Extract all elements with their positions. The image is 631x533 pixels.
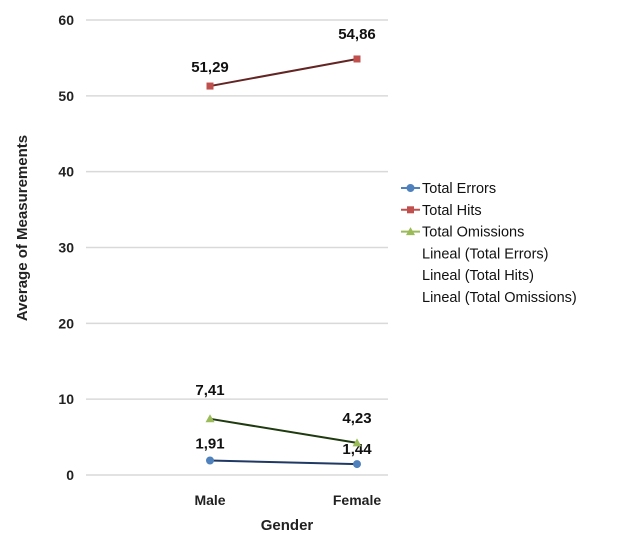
x-axis-title: Gender [261,517,314,533]
x-tick-label: Female [333,492,381,508]
series-line [209,417,358,444]
data-point [353,55,361,63]
y-tick-label: 10 [58,391,74,407]
data-point [206,82,214,90]
series-layer: 1,91 1,44 51,29 54,86 7,41 4,23 [191,26,376,469]
legend-label: Total Omissions [422,225,524,241]
data-point [205,414,215,423]
legend-label: Lineal (Total Hits) [422,268,534,284]
legend-label: Total Hits [422,203,482,219]
x-axis-ticks: Male Female [194,492,381,508]
series-line [209,57,358,88]
y-axis-title: Average of Measurements [14,135,31,321]
y-tick-label: 40 [58,164,74,180]
series-total-hits: 51,29 54,86 [191,26,376,90]
data-point [406,227,415,236]
series-total-omissions: 7,41 4,23 [195,382,372,447]
series-line [209,459,358,466]
data-point [353,460,361,469]
x-tick-label: Male [194,492,225,508]
data-label: 4,23 [342,410,371,427]
gridlines [86,19,388,476]
series-total-errors: 1,91 1,44 [195,436,372,469]
y-tick-label: 30 [58,240,74,256]
data-point [406,184,415,192]
data-label: 51,29 [191,59,229,76]
y-tick-label: 60 [58,12,74,28]
data-point [206,456,214,465]
data-label: 1,91 [195,436,224,453]
data-label: 1,44 [342,441,372,458]
legend-item: Total Errors [401,181,496,197]
legend-label: Total Errors [422,181,496,197]
legend-label: Lineal (Total Errors) [422,246,549,262]
y-tick-label: 20 [58,315,74,331]
y-tick-label: 50 [58,88,74,104]
data-point [352,438,362,447]
legend-item: Total Hits [401,203,482,219]
data-point [407,206,414,214]
legend-label: Lineal (Total Omissions) [422,290,577,306]
y-axis-ticks: 0 10 20 30 40 50 60 [58,12,74,483]
data-label: 54,86 [338,26,376,43]
legend: Total Errors Total Hits Total Omissions Lin… [401,181,577,306]
y-tick-label: 0 [66,467,74,483]
legend-item: Total Omissions [401,225,524,241]
data-label: 7,41 [195,382,224,399]
